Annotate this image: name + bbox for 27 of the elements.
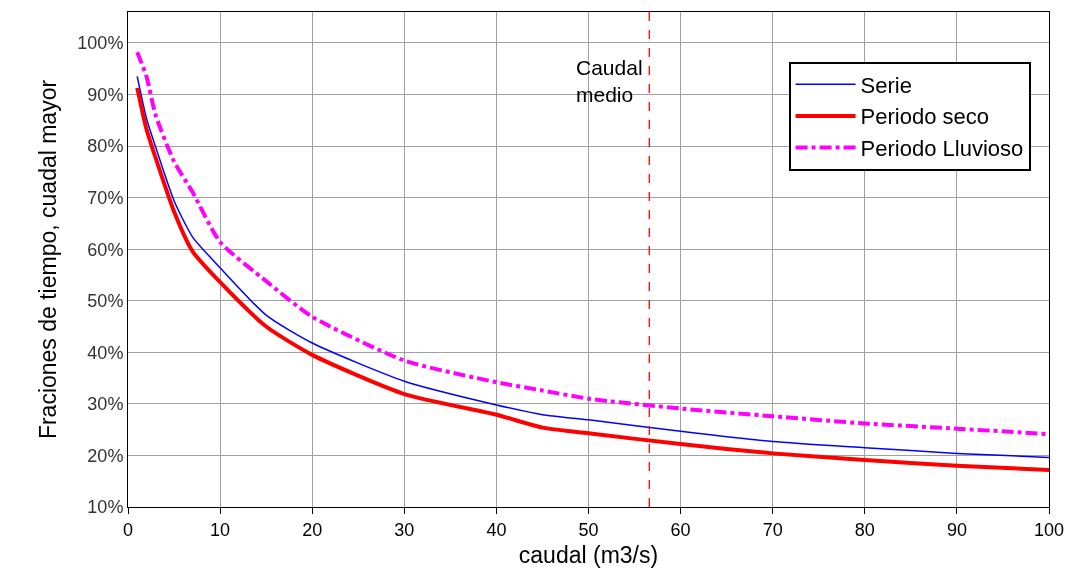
y-tick-label: 20% bbox=[87, 445, 124, 466]
x-tick-label: 60 bbox=[670, 519, 691, 540]
x-tick-label: 70 bbox=[762, 519, 783, 540]
legend-label: Serie bbox=[860, 72, 912, 98]
x-tick-label: 90 bbox=[946, 519, 967, 540]
x-tick-label: 80 bbox=[854, 519, 875, 540]
y-tick-label: 80% bbox=[87, 136, 124, 157]
y-tick-label: 70% bbox=[87, 187, 124, 208]
x-tick-label: 20 bbox=[302, 519, 323, 540]
y-tick-label: 30% bbox=[87, 394, 124, 415]
x-axis-title: caudal (m3/s) bbox=[518, 542, 659, 569]
ref-line-label: Caudal medio bbox=[576, 56, 643, 107]
y-tick-label: 50% bbox=[87, 291, 124, 312]
y-axis-title: Fraciones de tiempo, cuadal mayor bbox=[34, 79, 61, 440]
legend-label: Periodo Lluvioso bbox=[860, 136, 1024, 162]
x-tick-label: 0 bbox=[122, 519, 134, 540]
y-tick-label: 100% bbox=[77, 33, 124, 54]
x-tick-label: 30 bbox=[394, 519, 415, 540]
x-tick-label: 40 bbox=[486, 519, 507, 540]
y-tick-label: 60% bbox=[87, 239, 124, 260]
y-tick-label: 10% bbox=[87, 497, 124, 518]
y-tick-label: 90% bbox=[87, 84, 124, 105]
x-tick-label: 50 bbox=[578, 519, 599, 540]
x-tick-label: 100 bbox=[1033, 519, 1065, 540]
legend-label: Periodo seco bbox=[860, 104, 989, 130]
y-tick-label: 40% bbox=[87, 342, 124, 363]
x-tick-label: 10 bbox=[210, 519, 231, 540]
